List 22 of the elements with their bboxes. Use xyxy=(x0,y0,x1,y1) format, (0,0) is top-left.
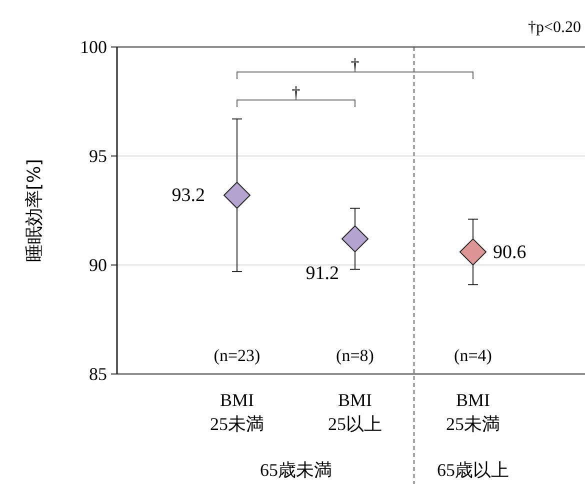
y-tick-label: 95 xyxy=(89,146,107,166)
annotation: (n=23) xyxy=(214,346,260,365)
y-tick-label: 85 xyxy=(89,364,107,384)
annotation: (n=8) xyxy=(336,346,374,365)
data-label: 90.6 xyxy=(493,242,526,263)
text: †p<0.20 xyxy=(528,19,581,36)
y-tick-label: 100 xyxy=(80,37,107,57)
y-axis-title: 睡眠効率[%] xyxy=(24,158,45,262)
x-tick-label: BMI 25以上 xyxy=(328,390,382,434)
data-label: 93.2 xyxy=(172,185,205,206)
annotation: (n=4) xyxy=(454,346,492,365)
text: 65歳未満 xyxy=(260,460,332,480)
data-label: 91.2 xyxy=(306,262,339,284)
point xyxy=(460,238,486,266)
x-tick-label: BMI 25未満 xyxy=(446,390,500,434)
y-tick-label: 90 xyxy=(89,255,107,275)
point xyxy=(224,182,250,209)
annotation: † xyxy=(292,83,300,102)
point xyxy=(342,225,368,252)
x-tick-label: BMI 25未満 xyxy=(210,390,264,434)
annotation: † xyxy=(350,55,360,74)
text: 65歳以上 xyxy=(437,460,509,480)
